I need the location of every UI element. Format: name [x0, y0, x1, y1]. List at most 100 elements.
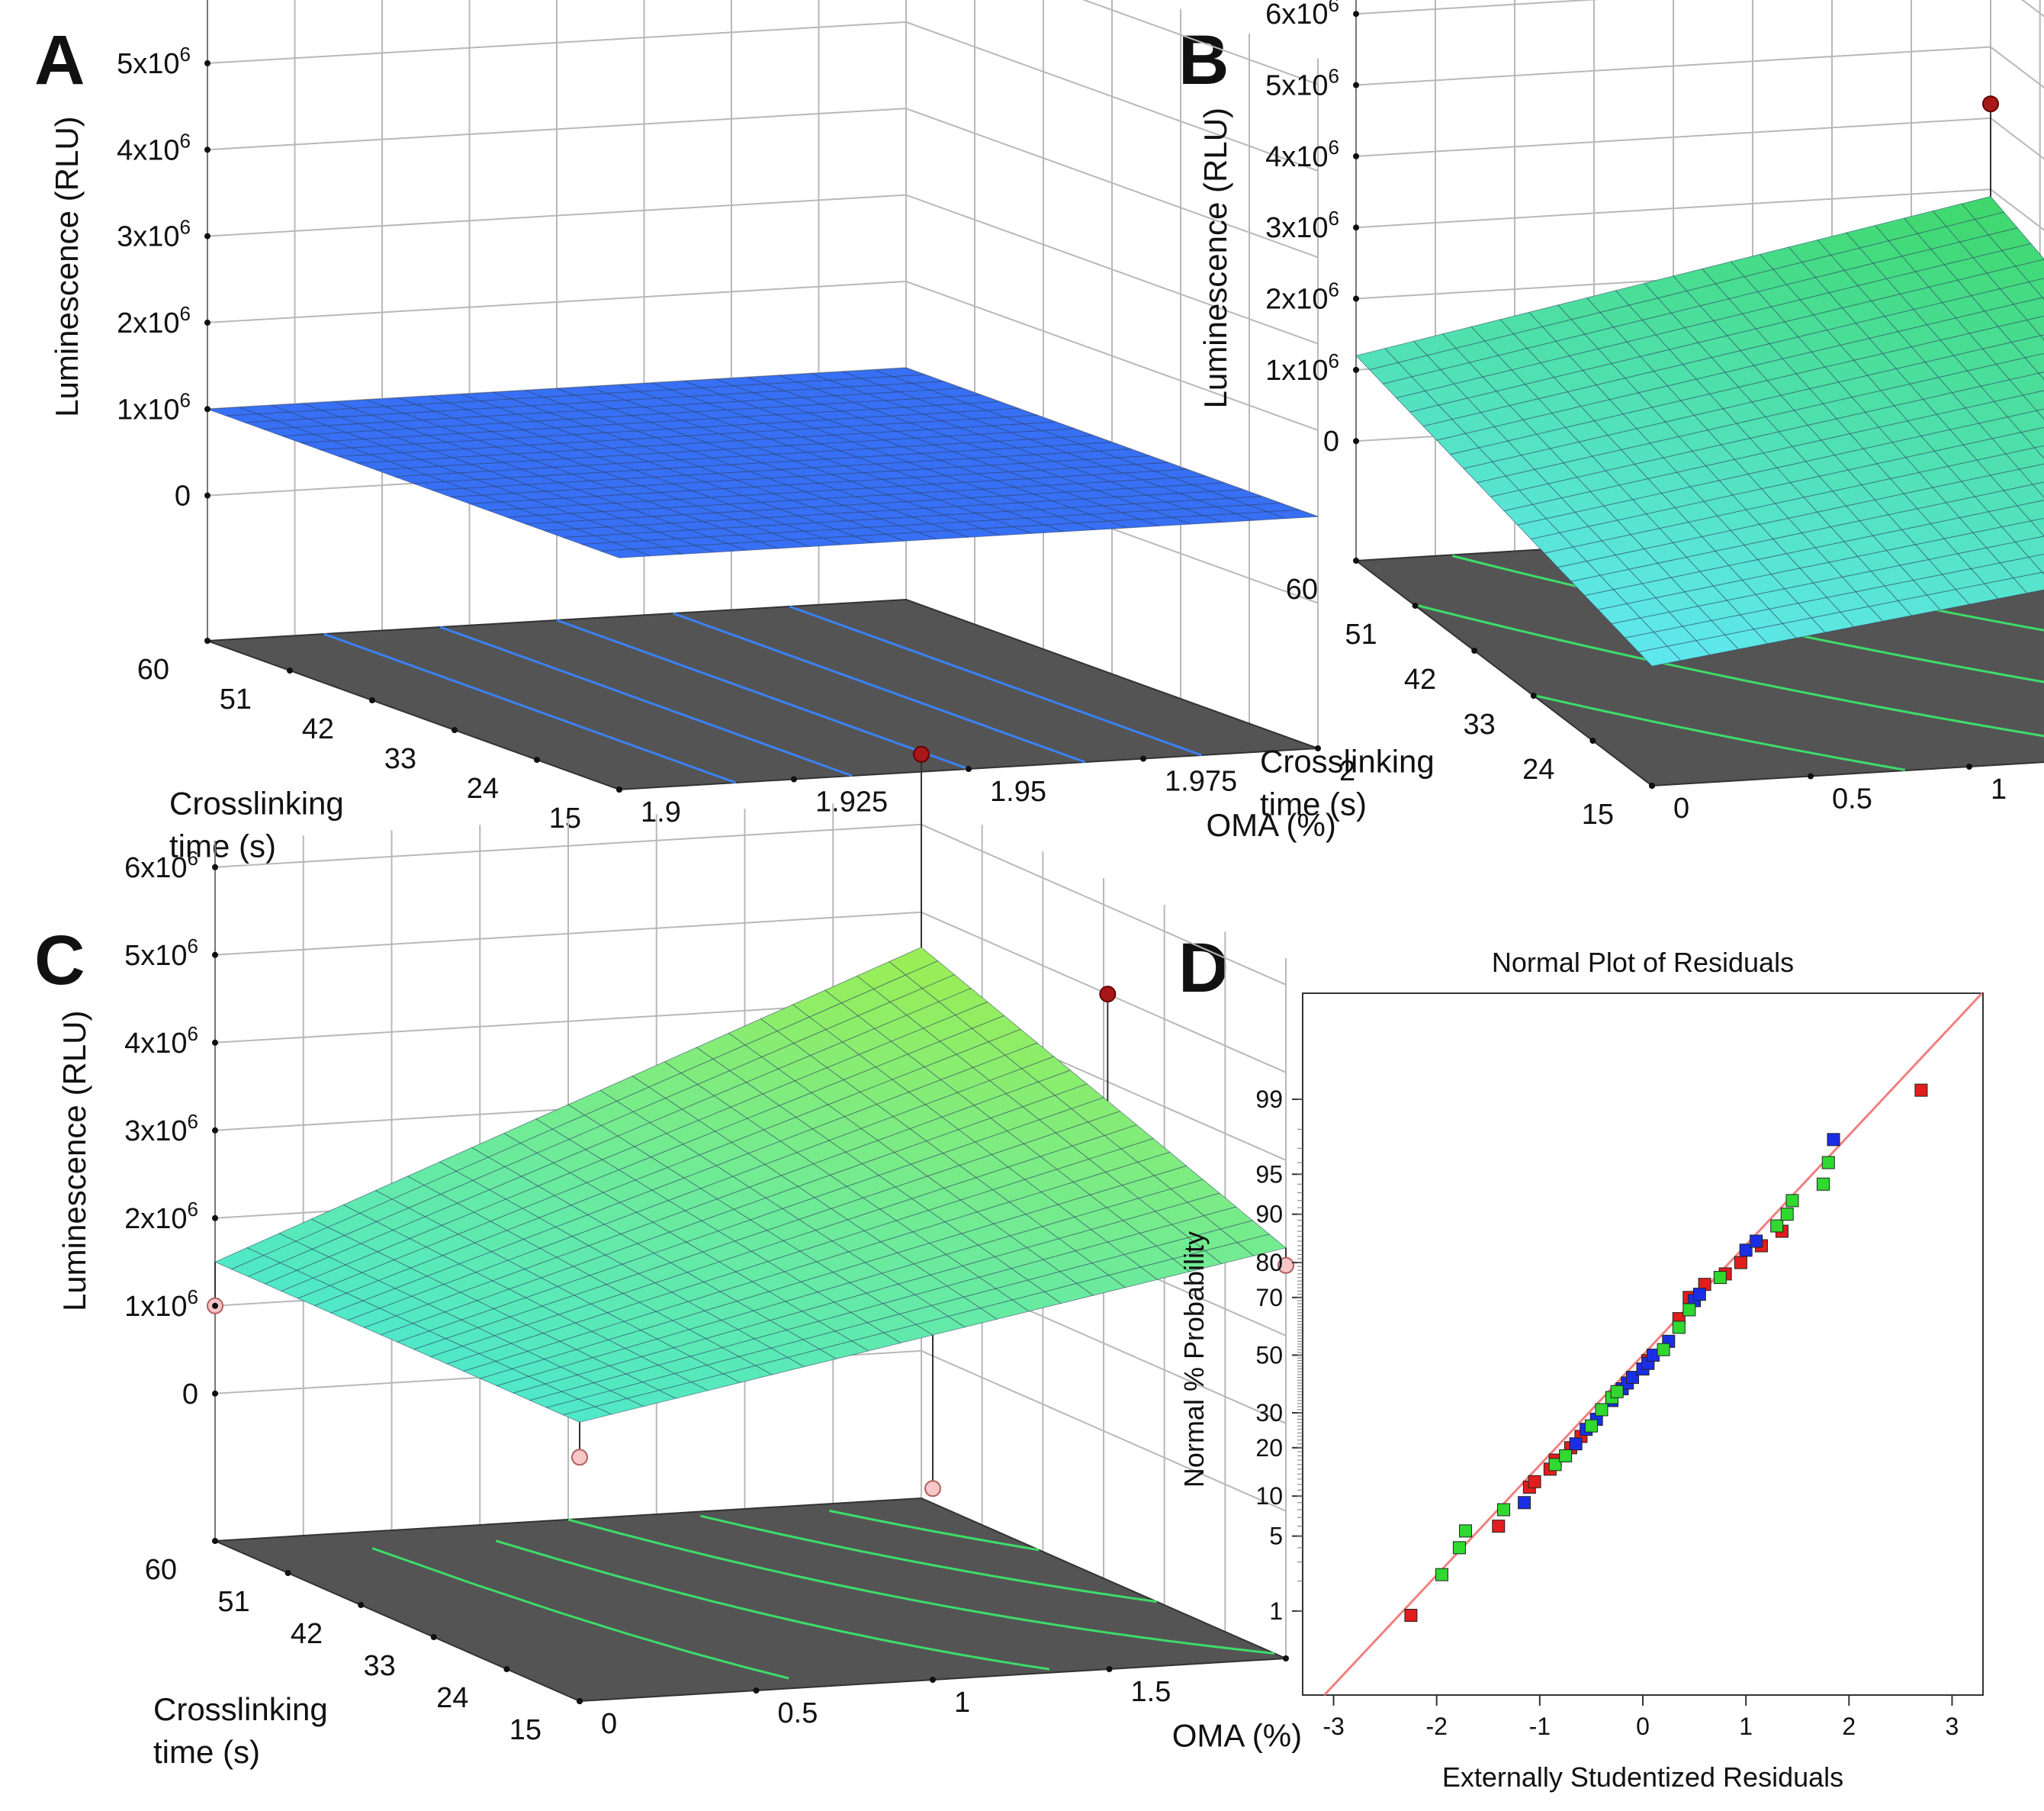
x-tick-label: 1.9: [641, 796, 681, 828]
y-tick-label: 24: [1522, 754, 1554, 786]
panel-label-c: C: [34, 922, 85, 999]
residual-point-green: [1657, 1343, 1670, 1356]
y-tick-label: 50: [1255, 1341, 1283, 1369]
y-tick-mark: [577, 1698, 583, 1704]
surface-cell: [2014, 536, 2044, 558]
x-axis-label: Externally Studentized Residuals: [1442, 1761, 1843, 1793]
z-tick-mark: [212, 1302, 218, 1309]
y-tick-mark: [204, 638, 211, 644]
y-tick-label: 33: [1464, 709, 1496, 741]
z-axis-label: Luminescence (RLU): [56, 1011, 92, 1312]
x-tick-label: 0.5: [1832, 783, 1872, 815]
residual-point-green: [1452, 1541, 1466, 1555]
residual-point-green: [1817, 1177, 1830, 1191]
contour-line: [556, 619, 969, 770]
y-axis-label: Normal % Probability: [1178, 1231, 1210, 1488]
residual-point-green: [1682, 1303, 1696, 1317]
residual-point-red: [1404, 1609, 1418, 1623]
y-tick-label: 42: [1404, 664, 1436, 696]
x-tick-label: 1.5: [1131, 1676, 1171, 1708]
z-tick-label: 0: [1323, 426, 1339, 458]
y-tick-label: 24: [436, 1682, 468, 1714]
z-tick-mark: [212, 1039, 218, 1046]
y-tick-mark: [358, 1602, 365, 1608]
z-tick-label: 3x106: [117, 216, 191, 253]
x-tick-label: 1.925: [815, 786, 888, 819]
residual-point-green: [1559, 1449, 1573, 1462]
wall-gridline: [214, 1349, 1287, 1512]
y-tick-label: 51: [1345, 619, 1377, 651]
x-tick-label: 1.95: [990, 776, 1046, 808]
surface-cell: [2001, 243, 2044, 267]
surface-cell: [2013, 571, 2044, 593]
x-tick-label: -3: [1322, 1713, 1344, 1740]
surface-cell: [2007, 410, 2044, 433]
y-tick-label: 90: [1255, 1201, 1283, 1228]
reference-line: [1323, 992, 1983, 1697]
y-tick-mark: [1530, 693, 1537, 699]
surface-cell: [2026, 315, 2044, 336]
y-tick-label: 15: [509, 1714, 542, 1746]
contour-line: [371, 1547, 789, 1680]
wall-gridline: [207, 280, 1319, 431]
contour-line: [700, 1514, 1157, 1604]
z-axis-label: Luminescence (RLU): [49, 116, 85, 417]
y-tick-mark: [452, 727, 458, 733]
residual-point-blue: [1625, 1371, 1639, 1385]
y-tick-label: 5: [1269, 1523, 1283, 1550]
wall-gridline: [207, 21, 1319, 172]
contour-line: [673, 612, 1086, 764]
design-point-above: [1099, 986, 1117, 1003]
x-tick-label: 2: [1339, 755, 1355, 787]
wall-gridline: [214, 823, 1287, 986]
z-tick-mark: [212, 1390, 218, 1397]
y-tick-label: 20: [1255, 1434, 1283, 1462]
residual-point-green: [1584, 1419, 1598, 1433]
y-tick-mark: [284, 1570, 291, 1576]
residual-point-blue: [1827, 1133, 1840, 1147]
y-tick-label: 10: [1255, 1482, 1283, 1510]
y-tick-label: 30: [1255, 1399, 1283, 1427]
y-tick-label: 60: [145, 1554, 177, 1586]
z-tick-mark: [204, 233, 211, 240]
y-tick-mark: [430, 1634, 437, 1640]
wall-gridline: [1355, 46, 2044, 89]
contour-line: [1413, 603, 2044, 738]
y-tick-label: 70: [1255, 1284, 1283, 1311]
panel-b-surface-plot: 6x106 5x106 4x106 3x106 2x106 1x106 0 Luminesce…: [1197, 0, 2044, 831]
surface-cell: [1236, 1234, 1287, 1256]
y-tick-label: 60: [1286, 574, 1318, 606]
surface-cell: [2039, 334, 2044, 340]
surface-cell: [2020, 426, 2044, 449]
z-tick-mark: [212, 1214, 218, 1221]
z-tick-label: 5x106: [124, 934, 198, 972]
residual-point-blue: [1739, 1243, 1753, 1257]
x-tick-mark: [966, 766, 972, 772]
z-tick-mark: [212, 864, 218, 870]
x-tick-mark: [1808, 773, 1814, 780]
z-tick-label: 5x106: [117, 43, 191, 80]
y-tick-mark: [1589, 738, 1596, 744]
y-tick-label: 51: [217, 1586, 249, 1618]
y-tick-label: 42: [291, 1618, 323, 1650]
residual-point-green: [1435, 1568, 1448, 1581]
residual-point-green: [1713, 1271, 1727, 1285]
x-tick-mark: [791, 776, 797, 783]
y-tick-mark: [534, 757, 540, 763]
wall-gridline: [207, 108, 1319, 259]
y-tick-label: 95: [1255, 1160, 1283, 1188]
z-tick-mark: [204, 319, 211, 326]
residual-point-green: [1497, 1503, 1511, 1517]
residual-point-blue: [1692, 1288, 1706, 1301]
z-tick-mark: [204, 60, 211, 66]
y-tick-label: 99: [1255, 1086, 1283, 1113]
x-tick-mark: [753, 1687, 760, 1694]
z-tick-label: 1x106: [1265, 349, 1339, 387]
residual-point-red: [1734, 1256, 1747, 1269]
residual-point-green: [1459, 1524, 1473, 1538]
surface-cell: [2013, 297, 2044, 321]
residual-point-green: [1780, 1208, 1794, 1221]
design-point-above: [1982, 95, 1999, 113]
z-tick-label: 6x106: [124, 847, 198, 884]
y-axis-label: time (s): [1260, 786, 1367, 822]
